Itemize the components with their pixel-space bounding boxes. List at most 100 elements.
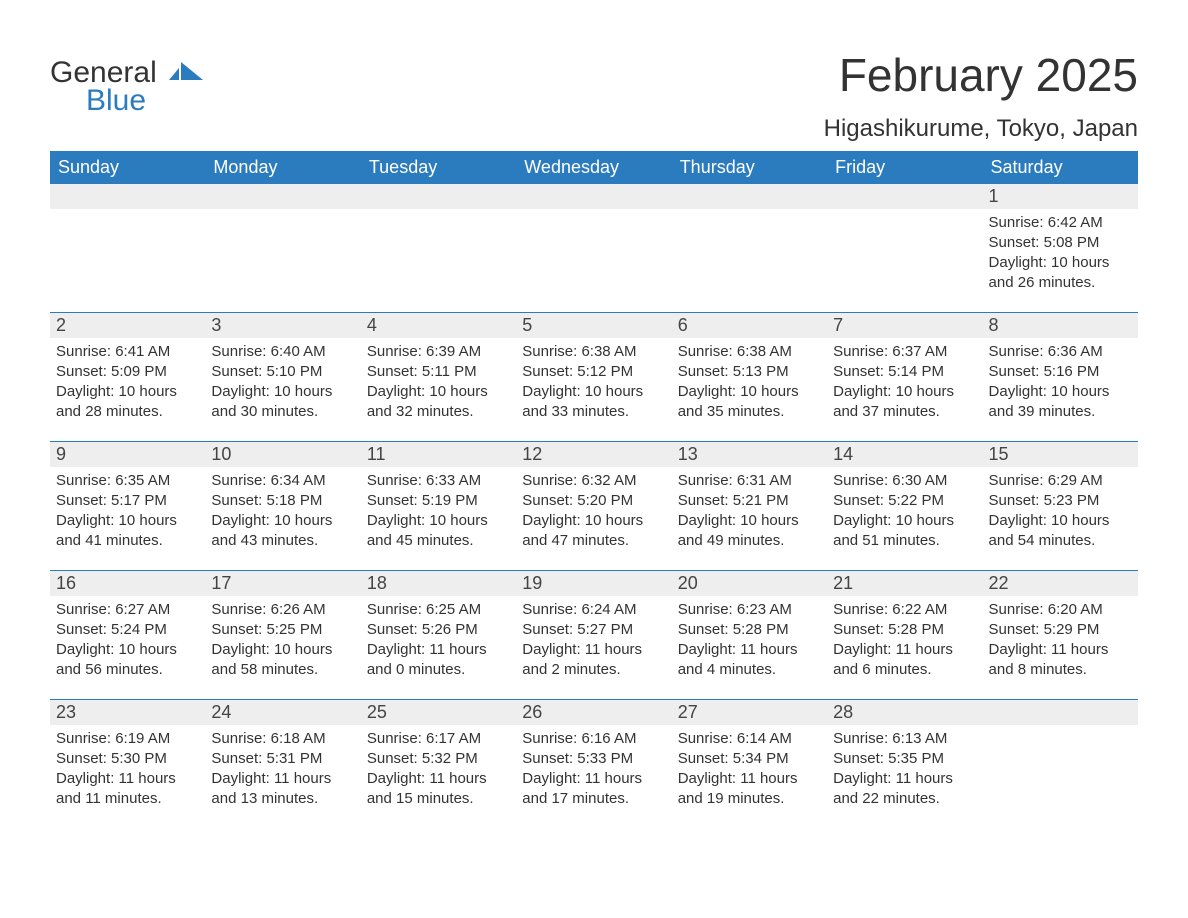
sunrise-text: Sunrise: 6:20 AM <box>989 600 1132 620</box>
daylight-text: Daylight: 11 hours and 11 minutes. <box>56 769 199 810</box>
daylight-text: Daylight: 10 hours and 54 minutes. <box>989 511 1132 552</box>
day-cell: 27Sunrise: 6:14 AMSunset: 5:34 PMDayligh… <box>672 700 827 828</box>
sunset-text: Sunset: 5:14 PM <box>833 362 976 382</box>
day-cell: 6Sunrise: 6:38 AMSunset: 5:13 PMDaylight… <box>672 313 827 441</box>
day-details: Sunrise: 6:24 AMSunset: 5:27 PMDaylight:… <box>516 596 671 681</box>
title-block: February 2025 Higashikurume, Tokyo, Japa… <box>824 50 1138 143</box>
calendar-grid: SundayMondayTuesdayWednesdayThursdayFrid… <box>50 151 1138 828</box>
sunset-text: Sunset: 5:17 PM <box>56 491 199 511</box>
day-cell: 15Sunrise: 6:29 AMSunset: 5:23 PMDayligh… <box>983 442 1138 570</box>
day-cell-empty <box>50 184 205 312</box>
day-details: Sunrise: 6:30 AMSunset: 5:22 PMDaylight:… <box>827 467 982 552</box>
daylight-text: Daylight: 11 hours and 22 minutes. <box>833 769 976 810</box>
day-number: 22 <box>983 571 1138 596</box>
day-details: Sunrise: 6:36 AMSunset: 5:16 PMDaylight:… <box>983 338 1138 423</box>
sunset-text: Sunset: 5:24 PM <box>56 620 199 640</box>
day-details <box>205 209 360 213</box>
week-row: 1Sunrise: 6:42 AMSunset: 5:08 PMDaylight… <box>50 184 1138 312</box>
sunset-text: Sunset: 5:08 PM <box>989 233 1132 253</box>
sunrise-text: Sunrise: 6:27 AM <box>56 600 199 620</box>
day-cell-empty <box>827 184 982 312</box>
day-details <box>827 209 982 213</box>
day-details: Sunrise: 6:17 AMSunset: 5:32 PMDaylight:… <box>361 725 516 810</box>
day-number: 28 <box>827 700 982 725</box>
day-number: 14 <box>827 442 982 467</box>
day-cell: 22Sunrise: 6:20 AMSunset: 5:29 PMDayligh… <box>983 571 1138 699</box>
sunrise-text: Sunrise: 6:16 AM <box>522 729 665 749</box>
day-cell-empty <box>672 184 827 312</box>
day-number: 5 <box>516 313 671 338</box>
sunrise-text: Sunrise: 6:25 AM <box>367 600 510 620</box>
day-number <box>983 700 1138 725</box>
day-details: Sunrise: 6:16 AMSunset: 5:33 PMDaylight:… <box>516 725 671 810</box>
day-number <box>205 184 360 209</box>
daylight-text: Daylight: 10 hours and 30 minutes. <box>211 382 354 423</box>
sunrise-text: Sunrise: 6:33 AM <box>367 471 510 491</box>
day-number: 11 <box>361 442 516 467</box>
sunset-text: Sunset: 5:12 PM <box>522 362 665 382</box>
weekday-header: Friday <box>827 151 982 184</box>
weekday-header: Sunday <box>50 151 205 184</box>
sunset-text: Sunset: 5:30 PM <box>56 749 199 769</box>
sunrise-text: Sunrise: 6:14 AM <box>678 729 821 749</box>
day-cell: 19Sunrise: 6:24 AMSunset: 5:27 PMDayligh… <box>516 571 671 699</box>
day-cell: 20Sunrise: 6:23 AMSunset: 5:28 PMDayligh… <box>672 571 827 699</box>
day-number: 26 <box>516 700 671 725</box>
day-cell-empty <box>205 184 360 312</box>
day-details: Sunrise: 6:14 AMSunset: 5:34 PMDaylight:… <box>672 725 827 810</box>
sunset-text: Sunset: 5:27 PM <box>522 620 665 640</box>
sunset-text: Sunset: 5:21 PM <box>678 491 821 511</box>
sunset-text: Sunset: 5:10 PM <box>211 362 354 382</box>
month-title: February 2025 <box>824 50 1138 101</box>
day-cell: 8Sunrise: 6:36 AMSunset: 5:16 PMDaylight… <box>983 313 1138 441</box>
weekday-header: Tuesday <box>361 151 516 184</box>
sunrise-text: Sunrise: 6:37 AM <box>833 342 976 362</box>
day-number: 1 <box>983 184 1138 209</box>
daylight-text: Daylight: 10 hours and 39 minutes. <box>989 382 1132 423</box>
day-number: 24 <box>205 700 360 725</box>
sunrise-text: Sunrise: 6:23 AM <box>678 600 821 620</box>
day-number: 18 <box>361 571 516 596</box>
logo-blue: Blue <box>50 86 203 116</box>
daylight-text: Daylight: 10 hours and 56 minutes. <box>56 640 199 681</box>
day-details: Sunrise: 6:39 AMSunset: 5:11 PMDaylight:… <box>361 338 516 423</box>
sunset-text: Sunset: 5:18 PM <box>211 491 354 511</box>
sunset-text: Sunset: 5:31 PM <box>211 749 354 769</box>
sunrise-text: Sunrise: 6:19 AM <box>56 729 199 749</box>
sunset-text: Sunset: 5:13 PM <box>678 362 821 382</box>
week-row: 9Sunrise: 6:35 AMSunset: 5:17 PMDaylight… <box>50 441 1138 570</box>
daylight-text: Daylight: 10 hours and 43 minutes. <box>211 511 354 552</box>
sunset-text: Sunset: 5:33 PM <box>522 749 665 769</box>
daylight-text: Daylight: 11 hours and 13 minutes. <box>211 769 354 810</box>
day-cell: 11 Sunrise: 6:33 AMSunset: 5:19 PMDayligh… <box>361 442 516 570</box>
daylight-text: Daylight: 10 hours and 49 minutes. <box>678 511 821 552</box>
daylight-text: Daylight: 11 hours and 19 minutes. <box>678 769 821 810</box>
day-cell: 7Sunrise: 6:37 AMSunset: 5:14 PMDaylight… <box>827 313 982 441</box>
sunset-text: Sunset: 5:11 PM <box>367 362 510 382</box>
daylight-text: Daylight: 10 hours and 45 minutes. <box>367 511 510 552</box>
weeks-container: 1Sunrise: 6:42 AMSunset: 5:08 PMDaylight… <box>50 184 1138 828</box>
day-cell: 26Sunrise: 6:16 AMSunset: 5:33 PMDayligh… <box>516 700 671 828</box>
weekday-header: Monday <box>205 151 360 184</box>
day-details: Sunrise: 6:20 AMSunset: 5:29 PMDaylight:… <box>983 596 1138 681</box>
daylight-text: Daylight: 11 hours and 17 minutes. <box>522 769 665 810</box>
day-cell: 17Sunrise: 6:26 AMSunset: 5:25 PMDayligh… <box>205 571 360 699</box>
sunrise-text: Sunrise: 6:36 AM <box>989 342 1132 362</box>
sunset-text: Sunset: 5:34 PM <box>678 749 821 769</box>
sunset-text: Sunset: 5:28 PM <box>833 620 976 640</box>
sunset-text: Sunset: 5:19 PM <box>367 491 510 511</box>
location: Higashikurume, Tokyo, Japan <box>824 115 1138 143</box>
day-number: 2 <box>50 313 205 338</box>
day-number: 15 <box>983 442 1138 467</box>
day-cell: 4Sunrise: 6:39 AMSunset: 5:11 PMDaylight… <box>361 313 516 441</box>
sunset-text: Sunset: 5:26 PM <box>367 620 510 640</box>
sunrise-text: Sunrise: 6:34 AM <box>211 471 354 491</box>
sunrise-text: Sunrise: 6:26 AM <box>211 600 354 620</box>
day-number: 16 <box>50 571 205 596</box>
day-details: Sunrise: 6:25 AMSunset: 5:26 PMDaylight:… <box>361 596 516 681</box>
day-number: 25 <box>361 700 516 725</box>
day-number: 23 <box>50 700 205 725</box>
day-number <box>672 184 827 209</box>
sunset-text: Sunset: 5:32 PM <box>367 749 510 769</box>
daylight-text: Daylight: 10 hours and 37 minutes. <box>833 382 976 423</box>
